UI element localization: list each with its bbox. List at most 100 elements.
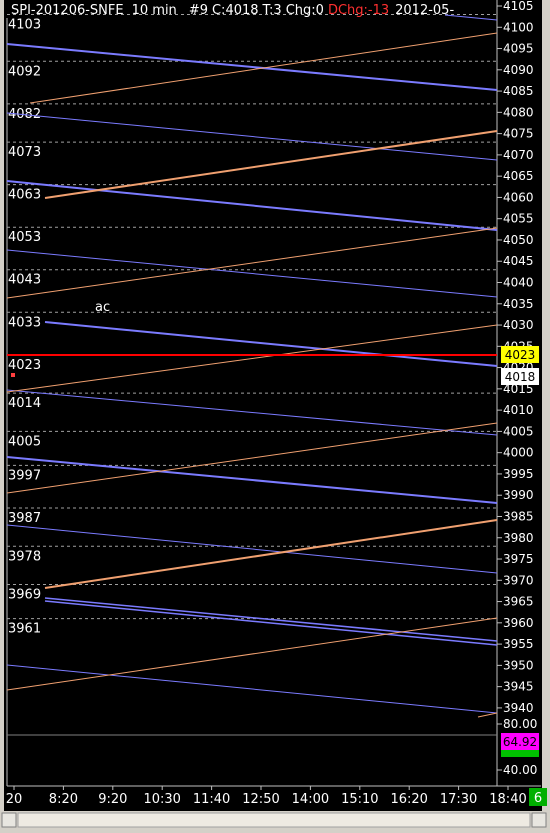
price-tick-label: 4045 xyxy=(503,254,534,268)
price-tick-label: 4035 xyxy=(503,297,534,311)
change: Chg:0 xyxy=(286,3,324,18)
trend-line xyxy=(6,422,498,494)
level-label: 4063 xyxy=(8,188,41,203)
time-tick-label: 10:30 xyxy=(143,792,180,807)
price-tick-label: 3950 xyxy=(503,658,534,672)
indicator-tick-label: 80.00 xyxy=(503,717,537,731)
price-tick-label: 3970 xyxy=(503,573,534,587)
trend-line xyxy=(6,389,498,436)
trend-line xyxy=(6,524,498,574)
price-tick-label: 3985 xyxy=(503,509,534,523)
price-tick-label: 4095 xyxy=(503,42,534,56)
price-tick-label: 4090 xyxy=(503,63,534,77)
level-lines: 4103409240824073406340534043403340234014… xyxy=(7,14,497,637)
ticks: T:3 xyxy=(262,3,282,18)
date: 2012-05- xyxy=(395,3,454,18)
trend-line xyxy=(6,112,498,161)
price-tick-label: 4075 xyxy=(503,127,534,141)
price-tick-label: 4005 xyxy=(503,424,534,438)
trend-line xyxy=(6,43,498,91)
indicator-box-2 xyxy=(501,750,539,757)
indicator-box xyxy=(501,733,539,750)
bar-marker xyxy=(11,373,15,377)
chart-background xyxy=(4,0,542,811)
price-tick-label: 4105 xyxy=(503,0,534,13)
level-label: 3997 xyxy=(8,468,41,483)
price-tick-label: 4100 xyxy=(503,20,534,34)
level-label: 4103 xyxy=(8,18,41,33)
trend-line xyxy=(6,664,498,714)
trend-line xyxy=(44,130,498,199)
price-tick-label: 4015 xyxy=(503,382,534,396)
price-tick-label: 3945 xyxy=(503,680,534,694)
page-number: 6 xyxy=(534,791,542,806)
symbol: SPI-201206-SNFE xyxy=(11,3,124,18)
level-label: 3969 xyxy=(8,588,41,603)
price-tick-label: 4070 xyxy=(503,148,534,162)
price-tick-label: 4080 xyxy=(503,105,534,119)
trend-line xyxy=(6,227,498,299)
trend-line xyxy=(6,249,498,298)
price-tick-label: 3955 xyxy=(503,637,534,651)
annotation: ac xyxy=(95,300,110,315)
time-tick-label: 9:20 xyxy=(98,792,127,807)
time-tick-label: 11:40 xyxy=(193,792,230,807)
time-tick-label: 20 xyxy=(6,792,23,807)
trend-line xyxy=(29,32,498,104)
level-label: 4043 xyxy=(8,273,41,288)
time-tick-label: 14:00 xyxy=(292,792,329,807)
price-tick-label: 4060 xyxy=(503,190,534,204)
close-price: 4018 xyxy=(505,370,536,384)
price-tick-label: 3960 xyxy=(503,616,534,630)
time-tick-label: 15:10 xyxy=(341,792,378,807)
time-tick-label: 8:20 xyxy=(49,792,78,807)
level-label: 3987 xyxy=(8,511,41,526)
price-tick-label: 3990 xyxy=(503,488,534,502)
trend-line xyxy=(6,456,498,504)
price-tick-label: 4010 xyxy=(503,403,534,417)
trend-line xyxy=(477,712,498,718)
scroll-right[interactable] xyxy=(531,812,547,828)
trend-line xyxy=(6,324,498,393)
price-tick-label: 4055 xyxy=(503,212,534,226)
trend-line xyxy=(44,597,498,642)
price-tick-label: 3940 xyxy=(503,701,534,715)
price-tick-label: 3975 xyxy=(503,552,534,566)
price-tick-label: 4065 xyxy=(503,169,534,183)
level-label: 3978 xyxy=(8,549,41,564)
price-axis: 4105 4100 4095 4090 4085 4080 4075 4070 4065 4060… xyxy=(497,0,537,777)
trend-line xyxy=(44,600,498,646)
interval: 10 min xyxy=(132,3,177,18)
level-label: 4073 xyxy=(8,145,41,160)
last-price-box xyxy=(501,346,539,363)
trend-line xyxy=(44,321,498,367)
price-tick-label: 4000 xyxy=(503,446,534,460)
price-tick-label: 3965 xyxy=(503,595,534,609)
price-tick-label: 3980 xyxy=(503,531,534,545)
time-tick-label: 16:20 xyxy=(390,792,427,807)
trend-line xyxy=(44,519,498,589)
trend-line xyxy=(444,14,498,21)
day-change: DChg:-13 xyxy=(328,3,389,18)
trend-line xyxy=(6,180,498,231)
price-tick-label: 4040 xyxy=(503,276,534,290)
indicator-value: 64.92 xyxy=(503,735,537,749)
time-tick-label: 12:50 xyxy=(242,792,279,807)
price-tick-label: 3995 xyxy=(503,467,534,481)
time-tick-label: 18:40 xyxy=(489,792,526,807)
time-axis: 20 8:20 9:20 10:30 11:40 12:50 14:00 15:10 16:20… xyxy=(6,786,527,807)
level-label: 4092 xyxy=(8,64,41,79)
page-box xyxy=(529,788,547,806)
price-tick-label: 4085 xyxy=(503,84,534,98)
bar-number: #9 xyxy=(189,3,208,18)
level-label: 4033 xyxy=(8,315,41,330)
trend-line xyxy=(6,617,498,691)
scroll-thumb[interactable] xyxy=(17,812,531,828)
scroll-left[interactable] xyxy=(1,812,17,828)
time-tick-label: 17:30 xyxy=(440,792,477,807)
level-label: 3961 xyxy=(8,622,41,637)
level-label: 4014 xyxy=(8,396,41,411)
trend-lines xyxy=(6,14,498,718)
